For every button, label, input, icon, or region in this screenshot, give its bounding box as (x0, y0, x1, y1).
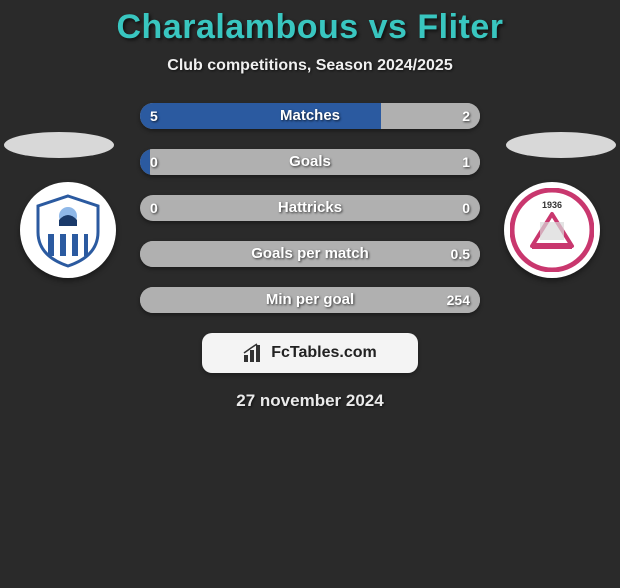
brand-text: FcTables.com (271, 344, 377, 362)
stat-label: Min per goal (140, 287, 480, 313)
right-ellipse (506, 132, 616, 158)
date-line: 27 november 2024 (0, 391, 620, 411)
right-team-crest: 1936 (504, 182, 600, 278)
stat-value-right: 0 (462, 195, 470, 221)
subtitle: Club competitions, Season 2024/2025 (0, 57, 620, 75)
stat-value-left: 0 (150, 195, 158, 221)
page-title: Charalambous vs Fliter (0, 8, 620, 47)
left-ellipse (4, 132, 114, 158)
bars-icon (243, 343, 265, 363)
left-crest-svg (28, 190, 108, 270)
stat-row: Min per goal254 (140, 287, 480, 313)
stats-area: Matches52Goals01Hattricks00Goals per mat… (140, 103, 480, 313)
stat-row: Goals per match0.5 (140, 241, 480, 267)
stat-value-right: 1 (462, 149, 470, 175)
stat-value-right: 254 (447, 287, 470, 313)
brand-box[interactable]: FcTables.com (202, 333, 418, 373)
stat-value-right: 0.5 (451, 241, 470, 267)
stat-label: Goals (140, 149, 480, 175)
stat-row: Goals0 1 (140, 149, 480, 175)
stat-row: Matches5 2 (140, 103, 480, 129)
stat-value-right: 2 (462, 103, 470, 129)
stat-label: Matches (140, 103, 480, 129)
stat-label: Goals per match (140, 241, 480, 267)
stat-label: Hattricks (140, 195, 480, 221)
left-team-crest (20, 182, 116, 278)
stat-value-left: 5 (150, 103, 158, 129)
right-crest-svg: 1936 (510, 188, 594, 272)
stat-row: Hattricks0 0 (140, 195, 480, 221)
stat-value-left: 0 (150, 149, 158, 175)
crest-year: 1936 (542, 200, 562, 210)
